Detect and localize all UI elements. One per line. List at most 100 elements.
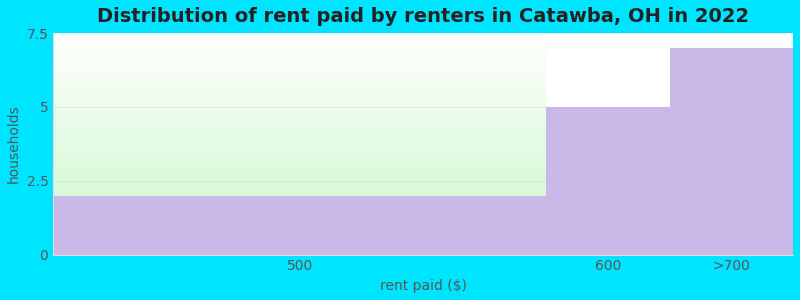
Bar xyxy=(54,44,546,45)
Bar xyxy=(546,107,670,255)
Bar xyxy=(54,37,546,38)
Bar xyxy=(54,90,546,91)
Bar xyxy=(54,98,546,99)
Bar xyxy=(54,158,546,159)
Bar xyxy=(54,119,546,120)
Bar xyxy=(54,165,546,166)
Bar xyxy=(54,75,546,76)
Bar xyxy=(54,50,546,51)
Bar xyxy=(54,156,546,157)
Bar xyxy=(54,118,546,119)
Bar xyxy=(54,183,546,184)
Bar xyxy=(54,150,546,151)
Bar xyxy=(54,174,546,175)
Bar xyxy=(54,91,546,92)
Bar xyxy=(54,109,546,110)
Bar xyxy=(54,152,546,153)
Bar xyxy=(54,118,546,119)
Bar xyxy=(54,185,546,186)
Bar xyxy=(54,115,546,116)
Bar xyxy=(54,74,546,75)
Bar xyxy=(54,163,546,164)
Bar xyxy=(54,191,546,192)
Bar xyxy=(54,160,546,161)
Bar xyxy=(54,168,546,169)
Bar xyxy=(54,59,546,60)
Bar xyxy=(54,135,546,136)
Bar xyxy=(54,134,546,135)
Bar xyxy=(54,46,546,47)
Bar xyxy=(54,169,546,170)
Bar xyxy=(54,146,546,147)
Bar xyxy=(54,69,546,70)
Bar xyxy=(54,65,546,66)
Bar xyxy=(54,33,546,34)
Bar xyxy=(54,187,546,188)
Bar xyxy=(54,70,546,71)
Bar xyxy=(54,159,546,160)
Bar xyxy=(54,78,546,79)
Title: Distribution of rent paid by renters in Catawba, OH in 2022: Distribution of rent paid by renters in … xyxy=(97,7,750,26)
Bar xyxy=(54,117,546,118)
Bar xyxy=(54,68,546,69)
Bar xyxy=(54,60,546,61)
Bar xyxy=(54,149,546,150)
Bar xyxy=(54,122,546,123)
Bar xyxy=(54,154,546,155)
Bar xyxy=(54,47,546,48)
Bar xyxy=(54,145,546,146)
Bar xyxy=(54,127,546,128)
Bar xyxy=(54,36,546,37)
Bar xyxy=(54,34,546,35)
Bar xyxy=(54,120,546,121)
Bar xyxy=(54,162,546,163)
Bar xyxy=(54,105,546,106)
X-axis label: rent paid ($): rent paid ($) xyxy=(380,279,466,293)
Bar xyxy=(54,104,546,105)
Bar xyxy=(54,93,546,94)
Bar xyxy=(54,180,546,181)
Bar xyxy=(54,39,546,40)
Bar xyxy=(54,49,546,50)
Bar xyxy=(54,56,546,57)
Bar xyxy=(54,124,546,125)
Bar xyxy=(54,45,546,46)
Bar xyxy=(54,38,546,39)
Bar xyxy=(54,172,546,173)
Bar xyxy=(54,157,546,158)
Bar xyxy=(54,41,546,42)
Bar xyxy=(54,89,546,90)
Bar xyxy=(54,94,546,95)
Bar xyxy=(54,96,546,97)
Bar xyxy=(54,100,546,101)
Bar xyxy=(54,62,546,63)
Bar xyxy=(54,136,546,137)
Bar xyxy=(54,131,546,132)
Bar xyxy=(54,128,546,129)
Bar xyxy=(54,114,546,115)
Bar xyxy=(54,99,546,100)
Bar xyxy=(54,186,546,187)
Bar xyxy=(54,151,546,152)
Bar xyxy=(54,123,546,124)
Bar xyxy=(54,101,546,102)
Bar xyxy=(54,110,546,111)
Bar xyxy=(54,164,546,165)
Bar xyxy=(54,176,546,177)
Bar xyxy=(54,166,546,167)
Bar xyxy=(54,71,546,72)
Bar xyxy=(54,103,546,104)
Bar xyxy=(54,111,546,112)
Bar xyxy=(54,86,546,87)
Bar xyxy=(54,142,546,143)
Bar xyxy=(54,175,546,176)
Bar xyxy=(54,87,546,88)
Bar xyxy=(54,148,546,149)
Bar xyxy=(54,88,546,89)
Bar xyxy=(54,102,546,103)
Bar xyxy=(54,76,546,77)
Y-axis label: households: households xyxy=(7,104,21,183)
Bar xyxy=(54,64,546,65)
Bar xyxy=(54,139,546,140)
Bar xyxy=(54,144,546,145)
